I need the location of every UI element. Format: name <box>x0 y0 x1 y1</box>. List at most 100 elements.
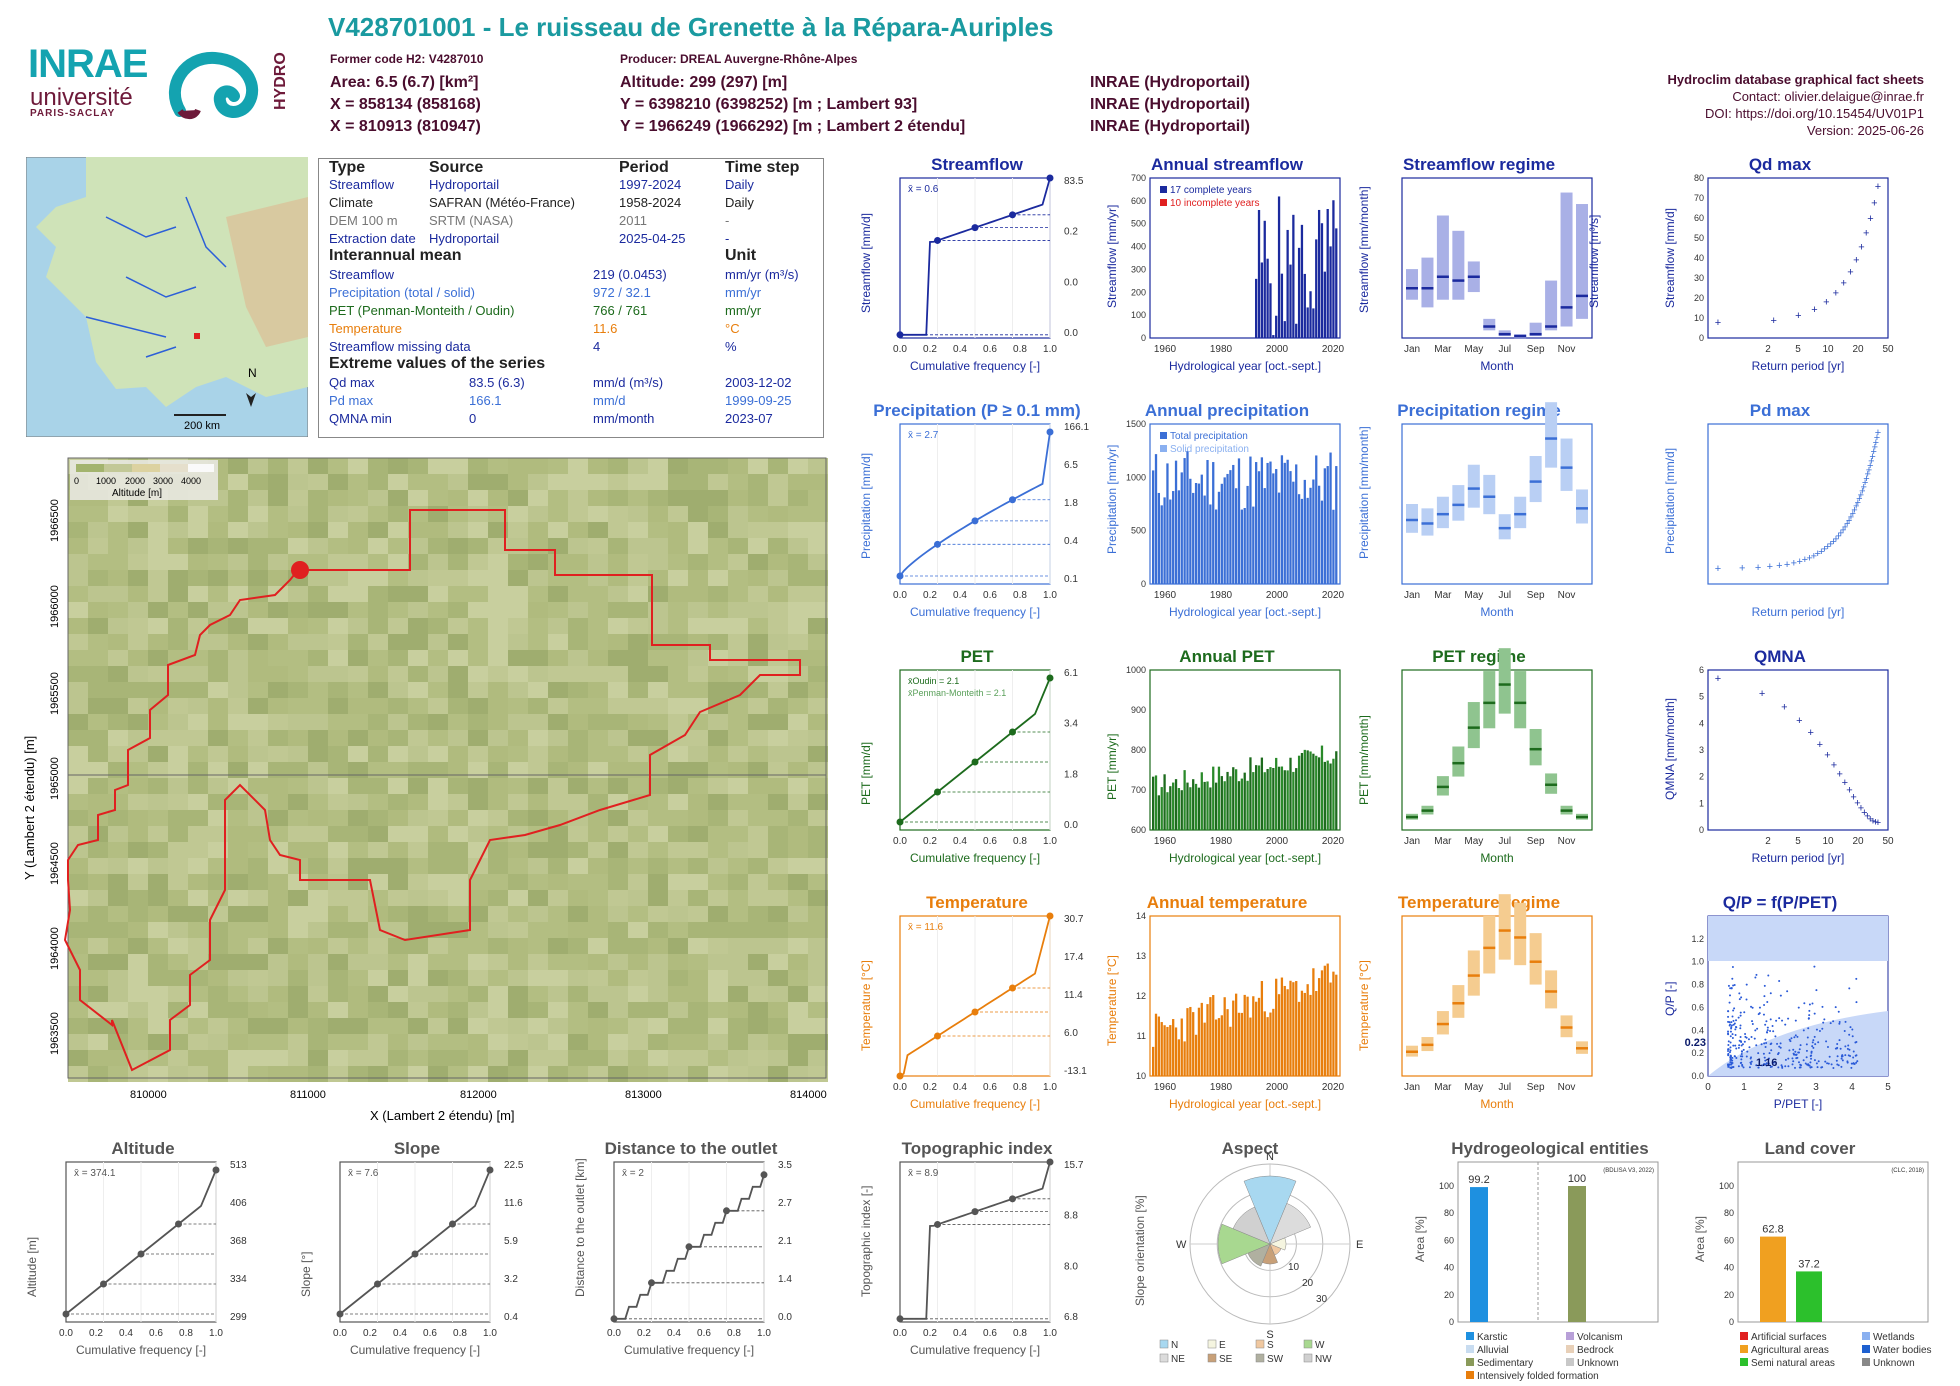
qp-point <box>1802 1059 1805 1062</box>
altitude-cell <box>488 1066 508 1082</box>
qp-point <box>1765 1062 1768 1065</box>
row-extract-period: 2025-04-25 <box>619 231 686 246</box>
altitude-cell <box>68 682 88 698</box>
rp-point: + <box>1835 530 1841 542</box>
altitude-cell <box>748 522 768 538</box>
annual-bar <box>1214 782 1218 830</box>
altitude-cell <box>668 938 688 954</box>
regime-box <box>1483 915 1496 974</box>
altitude-cell <box>808 538 828 554</box>
qp-point <box>1734 1025 1737 1028</box>
x-tick: 1960 <box>1154 836 1177 847</box>
y-tick: 0.6 <box>1691 1002 1704 1012</box>
qp-point <box>1815 1062 1818 1065</box>
rp-point: + <box>1739 563 1745 575</box>
altitude-cell <box>168 586 188 602</box>
y-tick: 3 <box>1699 745 1704 755</box>
altitude-cell <box>408 954 428 970</box>
altitude-cell <box>368 794 388 810</box>
altitude-cell <box>228 506 248 522</box>
altitude-cell <box>88 874 108 890</box>
altitude-cell <box>288 618 308 634</box>
altitude-cell <box>748 570 768 586</box>
altitude-cell <box>148 570 168 586</box>
altitude-cell <box>808 858 828 874</box>
altitude-cell <box>248 890 268 906</box>
altitude-cell <box>368 650 388 666</box>
svg-text:1965500: 1965500 <box>49 672 61 715</box>
doi[interactable]: DOI: https://doi.org/10.15454/UV01P1 <box>1705 106 1924 121</box>
altitude-cell <box>148 538 168 554</box>
altitude-cell <box>788 1066 808 1082</box>
contact[interactable]: Contact: olivier.delaigue@inrae.fr <box>1732 89 1924 104</box>
qp-point <box>1755 1064 1758 1067</box>
annual-bar <box>1212 462 1215 584</box>
altitude-cell <box>668 762 688 778</box>
altitude-cell <box>368 986 388 1002</box>
altitude-cell <box>368 890 388 906</box>
altitude-cell <box>248 634 268 650</box>
altitude-cell <box>348 1034 368 1050</box>
rp-point: + <box>1818 546 1824 558</box>
altitude-cell <box>528 682 548 698</box>
qp-point <box>1767 974 1770 977</box>
annual-bar <box>1263 1011 1266 1076</box>
altitude-cell <box>288 650 308 666</box>
qp-point <box>1766 1001 1769 1004</box>
pet_annual-xlabel: Hydrological year [oct.-sept.] <box>1169 851 1321 865</box>
altitude-cell <box>408 794 428 810</box>
altitude-cell <box>508 538 528 554</box>
altitude-cell <box>268 538 288 554</box>
qp-point <box>1727 1020 1730 1023</box>
annual-bar <box>1292 771 1295 830</box>
altitude-cell <box>348 794 368 810</box>
qp-point <box>1753 1037 1756 1040</box>
altitude-cell <box>568 794 588 810</box>
altitude-cell <box>808 1034 828 1050</box>
altitude-cell <box>428 906 448 922</box>
altitude-cell <box>568 874 588 890</box>
altitude-cell <box>788 1018 808 1034</box>
altitude-cell <box>368 1050 388 1066</box>
altitude-cell <box>148 1002 168 1018</box>
hydrogeo-legend: Karstic <box>1477 1332 1508 1343</box>
qp-point <box>1838 1020 1841 1023</box>
altitude-cell <box>448 954 468 970</box>
altitude-cell <box>728 1002 748 1018</box>
annual-bar <box>1269 767 1272 830</box>
altitude-cell <box>208 730 228 746</box>
altitude-cell <box>648 1050 668 1066</box>
outlet-marker <box>291 561 309 579</box>
altitude-cell <box>648 730 668 746</box>
rp-point: + <box>1823 296 1829 308</box>
annual-bar <box>1323 965 1326 1076</box>
annual-bar <box>1263 772 1266 830</box>
altitude-cell <box>768 522 788 538</box>
right-label: 1.8 <box>1064 769 1078 780</box>
aspect-sector <box>1217 1223 1271 1265</box>
altitude-cell <box>248 746 268 762</box>
altitude-cell <box>548 554 568 570</box>
altitude-cell <box>468 778 488 794</box>
altitude-cell <box>748 490 768 506</box>
altitude-cell <box>328 682 348 698</box>
right-label: 17.4 <box>1064 952 1084 963</box>
altitude-cell <box>188 1034 208 1050</box>
altitude-cell <box>728 826 748 842</box>
altitude-cell <box>228 586 248 602</box>
altitude-cell <box>708 730 728 746</box>
qp-point <box>1821 1066 1824 1069</box>
qp-point <box>1794 1050 1797 1053</box>
altitude-cell <box>448 794 468 810</box>
annual-bar <box>1312 968 1315 1076</box>
rp-point: + <box>1853 254 1859 266</box>
flow_regime-ylabel: Streamflow [mm/month] <box>1357 186 1371 313</box>
altitude-cell <box>728 842 748 858</box>
qp-point <box>1846 1047 1849 1050</box>
qp-point <box>1740 1044 1743 1047</box>
qp-point <box>1813 1035 1816 1038</box>
altitude-cell <box>688 682 708 698</box>
y-tick: 400 <box>1131 242 1146 252</box>
altitude-cell <box>708 666 728 682</box>
regime-box <box>1436 215 1449 300</box>
